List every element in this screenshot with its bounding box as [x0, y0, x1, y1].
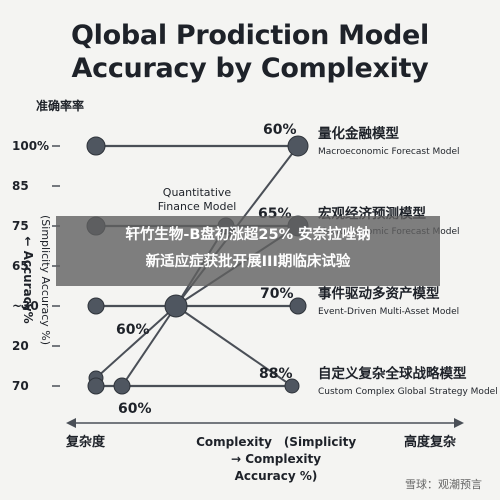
center-annotation-line-1: Quantitative [163, 186, 232, 199]
data-point [289, 297, 307, 315]
series-name: 自定义复杂全球战略模型 [318, 365, 467, 382]
x-axis-arrow-right [454, 418, 464, 428]
data-label: 60% [118, 401, 152, 417]
y-axis-side-label: ← Accuracy% [21, 236, 35, 323]
data-point [87, 377, 105, 395]
center-annotation-line-2: Finance Model [158, 200, 237, 213]
news-banner: 轩竹生物-B盘初涨超25% 安奈拉唑钠 新适应症获批开展III期临床试验 [56, 216, 440, 286]
data-label: 60% [116, 322, 150, 338]
chart-title: Qlobal Prodiction Model [71, 20, 429, 51]
data-point [287, 135, 309, 157]
data-point [87, 297, 105, 315]
chart-subtitle: Accuracy by Complexity [71, 53, 429, 84]
y-tick-label: 75 [12, 219, 29, 233]
data-label: 60% [263, 122, 297, 138]
connector-line [121, 305, 177, 387]
data-point [284, 378, 300, 394]
series-name: 事件驱动多资产模型 [318, 285, 440, 302]
series-name: 量化金融模型 [318, 125, 399, 142]
source-watermark: 雪球：观潮预言 [405, 478, 482, 491]
y-tick-label: 65 [12, 259, 29, 273]
y-tick-label: 20 [12, 339, 29, 353]
connector-line [175, 305, 293, 387]
series-subtitle: Macroeconomic Forecast Model [318, 147, 459, 157]
y-tick-label: 100% [12, 139, 49, 153]
x-axis-arrow-left [66, 418, 76, 428]
data-point [164, 294, 188, 318]
x-axis-center-label-4: Accuracy %) [235, 469, 318, 483]
data-label: 88% [259, 366, 293, 382]
y-tick-label: 85 [12, 179, 29, 193]
news-headline-line-1: 轩竹生物-B盘初涨超25% 安奈拉唑钠 [125, 227, 371, 243]
y-tick-label: 70 [12, 379, 29, 393]
news-headline-line-2: 新适应症获批开展III期临床试验 [145, 254, 351, 270]
series-subtitle: Custom Complex Global Strategy Model [318, 387, 498, 397]
x-axis-right-label: 高度复杂 [404, 434, 456, 450]
connector-line [95, 305, 177, 379]
y-axis-side-label-2: (Simplicity Accuracy %) [39, 215, 52, 345]
x-axis-left-label: 复杂度 [65, 434, 106, 450]
x-axis-center-label-2: (Simplicity [284, 435, 357, 449]
y-axis-title: 准确率率 [36, 98, 84, 113]
data-point [113, 377, 131, 395]
series-subtitle: Event-Driven Multi-Asset Model [318, 307, 459, 317]
y-tick-label: ~30 [12, 299, 39, 313]
data-label: 70% [260, 286, 294, 302]
x-axis-center-label-1: Complexity [196, 435, 272, 449]
x-axis-center-label-3: → Complexity [231, 452, 321, 466]
data-point [86, 136, 106, 156]
